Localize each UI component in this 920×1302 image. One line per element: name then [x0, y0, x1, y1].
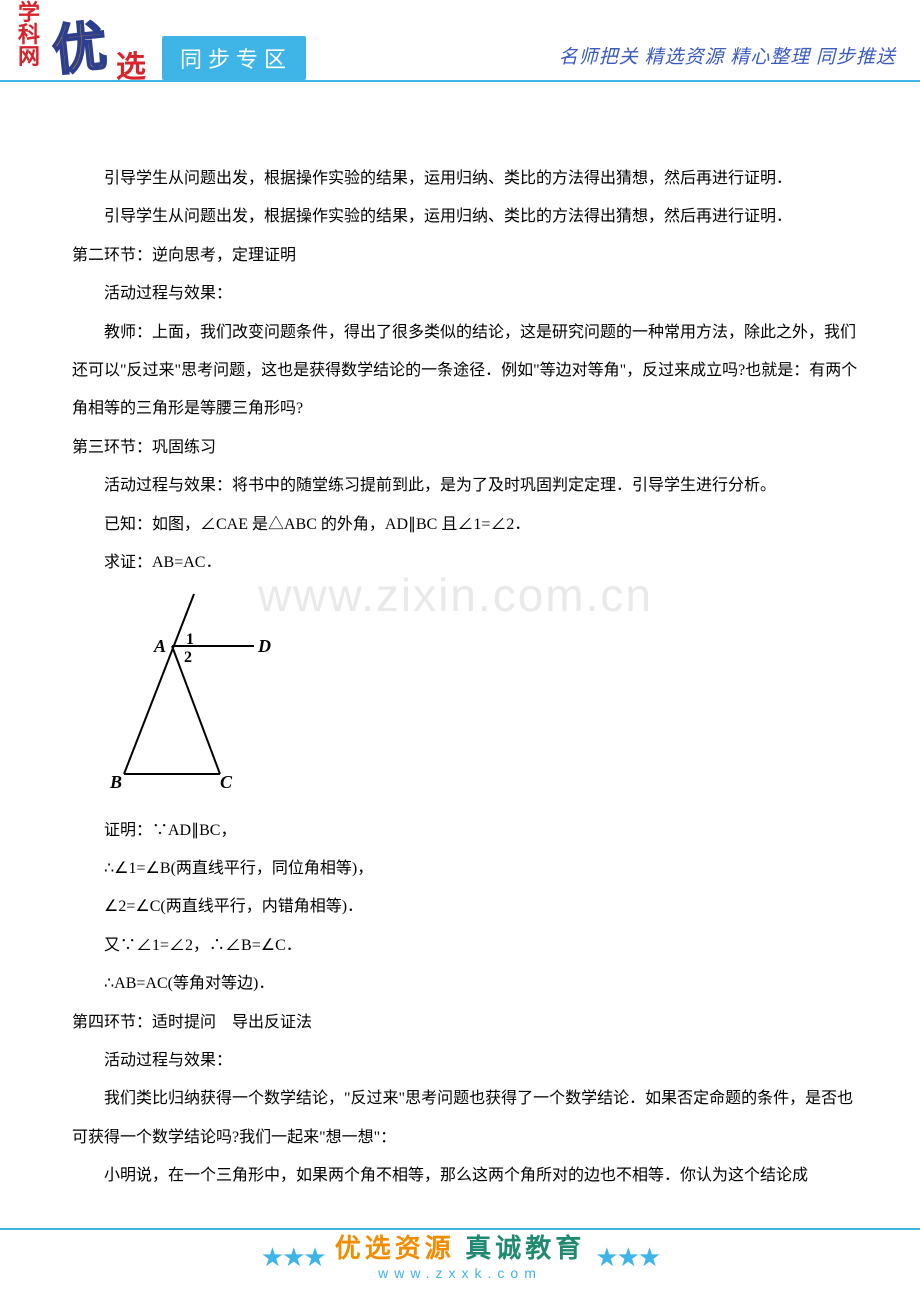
- paragraph: 小明说，在一个三角形中，如果两个角不相等，那么这两个角所对的边也不相等．你认为这…: [72, 1157, 858, 1195]
- section-badge: 同步专区: [162, 36, 306, 80]
- logo-xuan-char: 选: [116, 42, 146, 86]
- section-heading: 第四环节：适时提问 导出反证法: [72, 1004, 858, 1042]
- proof-line: 证明：∵AD∥BC，: [72, 812, 858, 850]
- svg-text:C: C: [220, 772, 233, 790]
- footer-text: 优选资源 真诚教育 www.zxxk.com: [335, 1235, 586, 1281]
- page-header: 学 科 网 优 选 同步专区 名师把关 精选资源 精心整理 同步推送: [0, 0, 920, 82]
- svg-text:1: 1: [186, 631, 194, 648]
- logo-small-text: 学 科 网: [18, 2, 40, 68]
- triangle-svg: A D B C 12: [106, 590, 276, 790]
- svg-text:2: 2: [184, 649, 192, 666]
- svg-text:A: A: [153, 636, 166, 656]
- paragraph: 活动过程与效果：: [72, 1042, 858, 1080]
- header-tagline: 名师把关 精选资源 精心整理 同步推送: [559, 42, 896, 69]
- paragraph: 引导学生从问题出发，根据操作实验的结果，运用归纳、类比的方法得出猜想，然后再进行…: [72, 160, 858, 198]
- star-icon: ★★★: [595, 1243, 659, 1273]
- paragraph: 引导学生从问题出发，根据操作实验的结果，运用归纳、类比的方法得出猜想，然后再进行…: [72, 198, 858, 236]
- paragraph: 活动过程与效果：: [72, 275, 858, 313]
- logo-char-3: 网: [18, 46, 40, 68]
- star-icon: ★★★: [261, 1243, 325, 1273]
- paragraph: 求证：AB=AC．: [72, 544, 858, 582]
- logo: 学 科 网 优 选: [18, 2, 158, 80]
- section-heading: 第三环节：巩固练习: [72, 429, 858, 467]
- footer-inner: ★★★ 优选资源 真诚教育 www.zxxk.com ★★★: [0, 1230, 920, 1286]
- footer-slogan-1: 优选资源: [335, 1234, 455, 1263]
- geometry-diagram: A D B C 12: [106, 590, 858, 805]
- section-heading: 第二环节：逆向思考，定理证明: [72, 237, 858, 275]
- logo-char-1: 学: [18, 2, 40, 24]
- paragraph: 活动过程与效果：将书中的随堂练习提前到此，是为了及时巩固判定定理．引导学生进行分…: [72, 467, 858, 505]
- proof-line: ∴∠1=∠B(两直线平行，同位角相等)，: [72, 850, 858, 888]
- page-footer: ★★★ 优选资源 真诚教育 www.zxxk.com ★★★: [0, 1228, 920, 1302]
- proof-line: ∴AB=AC(等角对等边)．: [72, 965, 858, 1003]
- footer-slogan: 优选资源 真诚教育: [335, 1235, 586, 1264]
- svg-text:D: D: [257, 636, 271, 656]
- document-body: 引导学生从问题出发，根据操作实验的结果，运用归纳、类比的方法得出猜想，然后再进行…: [72, 160, 858, 1196]
- proof-line: 又∵∠1=∠2，∴∠B=∠C．: [72, 927, 858, 965]
- logo-char-2: 科: [18, 24, 40, 46]
- paragraph: 已知：如图，∠CAE 是△ABC 的外角，AD∥BC 且∠1=∠2．: [72, 506, 858, 544]
- paragraph: 我们类比归纳获得一个数学结论，"反过来"思考问题也获得了一个数学结论．如果否定命…: [72, 1080, 858, 1157]
- proof-line: ∠2=∠C(两直线平行，内错角相等)．: [72, 888, 858, 926]
- paragraph: 教师：上面，我们改变问题条件，得出了很多类似的结论，这是研究问题的一种常用方法，…: [72, 314, 858, 429]
- logo-main-char: 优: [48, 1, 110, 85]
- footer-slogan-2: 真诚教育: [465, 1234, 585, 1263]
- svg-text:B: B: [109, 772, 122, 790]
- footer-url: www.zxxk.com: [335, 1266, 586, 1281]
